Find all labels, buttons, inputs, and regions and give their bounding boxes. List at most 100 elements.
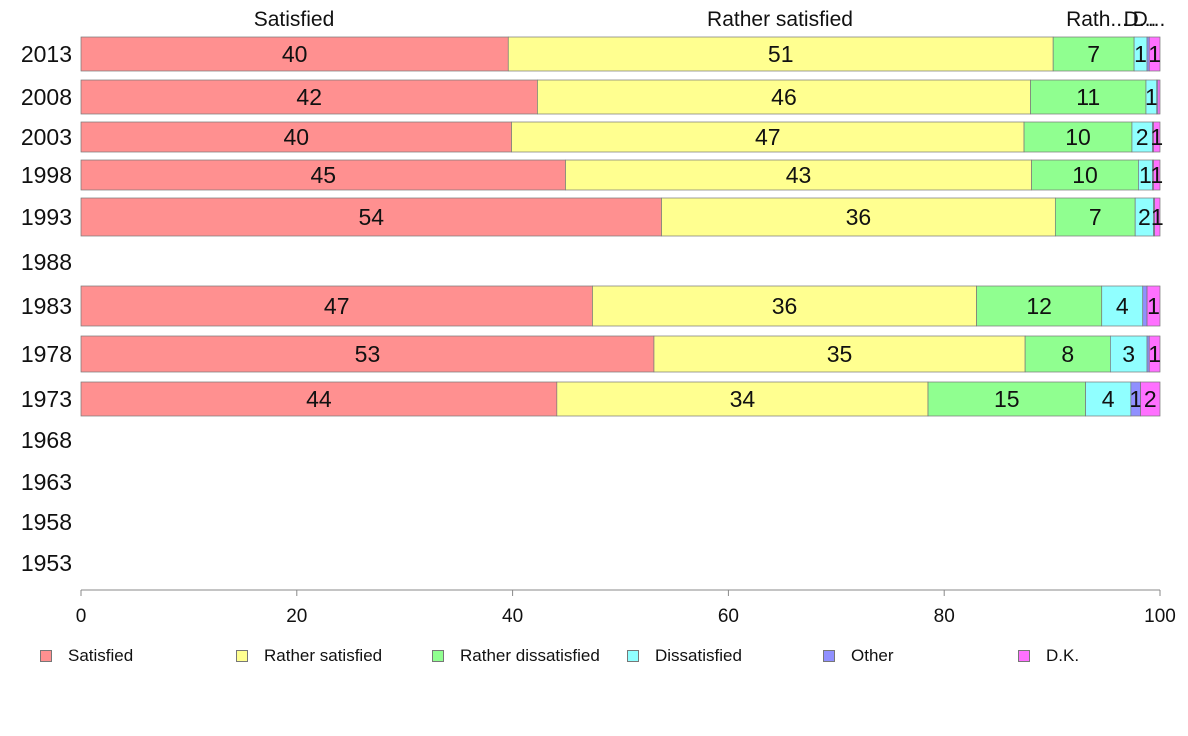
chart-legend: Satisfied Rather satisfied Rather dissatis… [0, 640, 1188, 670]
data-label: 54 [358, 204, 384, 230]
bar-segment [1024, 335, 1111, 373]
legend-swatch [236, 650, 248, 662]
data-label: 1 [1148, 41, 1161, 67]
legend-swatch [1018, 650, 1030, 662]
data-label: 1 [1147, 293, 1160, 319]
year-label: 1953 [21, 550, 72, 576]
bar-segment [592, 285, 977, 327]
data-label: 35 [827, 341, 853, 367]
data-label: 47 [324, 293, 350, 319]
bar-segment [1110, 335, 1148, 373]
bar-segment [1085, 381, 1132, 417]
data-label: 1 [1145, 84, 1158, 110]
bar-segment [976, 285, 1103, 327]
legend-item: Rather satisfied [236, 646, 382, 666]
legend-label: Satisfied [68, 646, 134, 665]
year-label: 1983 [21, 293, 72, 319]
data-label: 2 [1144, 386, 1157, 412]
data-label: 43 [786, 162, 812, 188]
bar-segment [1148, 335, 1161, 373]
data-label: 53 [355, 341, 381, 367]
x-tick-label: 0 [76, 606, 87, 627]
stacked-bar-chart: Satisfied Rather satisfied Rath...D...D...… [21, 8, 1176, 627]
data-label: 1 [1148, 341, 1161, 367]
year-label: 2003 [21, 124, 72, 150]
legend-item: Other [823, 646, 894, 666]
year-label: 1963 [21, 469, 72, 495]
data-label: 1 [1129, 386, 1142, 412]
data-label: 51 [768, 41, 794, 67]
data-label: 46 [771, 84, 797, 110]
data-label: 1 [1150, 162, 1163, 188]
data-label: 47 [755, 124, 781, 150]
data-label: 4 [1116, 293, 1129, 319]
data-label: 10 [1072, 162, 1098, 188]
legend-item: Rather dissatisfied [432, 646, 600, 666]
top-label: Satisfied [254, 8, 335, 31]
legend-label: D.K. [1046, 646, 1080, 665]
data-label: 7 [1089, 204, 1102, 230]
legend-swatch [627, 650, 639, 662]
legend-swatch [40, 650, 52, 662]
data-label: 10 [1065, 124, 1091, 150]
bar-segment [80, 335, 655, 373]
year-label: 1973 [21, 386, 72, 412]
bar-segment [565, 159, 1032, 191]
data-label: 1 [1150, 124, 1163, 150]
data-label: 4 [1102, 386, 1115, 412]
year-label: 2008 [21, 84, 72, 110]
bar-segment [507, 36, 1054, 72]
x-tick-label: 80 [934, 606, 955, 627]
bar-segment [556, 381, 929, 417]
top-label: Rath... [1066, 8, 1128, 31]
data-label: 45 [310, 162, 336, 188]
bar-segment [1140, 381, 1161, 417]
bar-segment [661, 197, 1056, 237]
data-label: 34 [730, 386, 756, 412]
data-label: 11 [1076, 84, 1100, 110]
year-label: 1988 [21, 249, 72, 275]
bar-segment [1030, 79, 1147, 115]
data-label: 7 [1087, 41, 1100, 67]
data-label: 1 [1151, 204, 1164, 230]
bar-segment [1031, 159, 1139, 191]
top-label: D... [1133, 8, 1166, 31]
bar-segment [1146, 285, 1161, 327]
year-label: 1993 [21, 204, 72, 230]
year-label: 1998 [21, 162, 72, 188]
data-label: 44 [306, 386, 332, 412]
year-label: 1958 [21, 509, 72, 535]
x-tick-label: 40 [502, 606, 523, 627]
top-label: Rather satisfied [707, 8, 853, 31]
bar-segment [1157, 79, 1161, 115]
bar-segment [1054, 197, 1136, 237]
legend-item: Satisfied [40, 646, 133, 666]
data-label: 1 [1134, 41, 1147, 67]
data-label: 3 [1122, 341, 1135, 367]
data-label: 40 [282, 41, 308, 67]
top-label: D... [1124, 8, 1157, 31]
data-label: 2 [1138, 204, 1151, 230]
bar-segment [80, 381, 558, 417]
legend-label: Dissatisfied [655, 646, 742, 665]
data-label: 8 [1061, 341, 1074, 367]
bar-segment [1154, 197, 1161, 237]
data-label: 1 [1139, 162, 1152, 188]
bar-segment [511, 121, 1025, 153]
legend-label: Other [851, 646, 894, 665]
data-label: 15 [994, 386, 1020, 412]
legend-label: Rather satisfied [264, 646, 383, 665]
legend-item: Dissatisfied [627, 646, 742, 666]
data-label: 36 [846, 204, 872, 230]
data-label: 2 [1136, 124, 1149, 150]
legend-item: D.K. [1018, 646, 1079, 666]
bar-segment [927, 381, 1086, 417]
legend-label: Rather dissatisfied [460, 646, 600, 665]
year-label: 1968 [21, 427, 72, 453]
x-tick-label: 100 [1144, 606, 1176, 627]
x-tick-label: 20 [286, 606, 307, 627]
year-label: 1978 [21, 341, 72, 367]
bar-segment [1153, 159, 1161, 191]
data-label: 40 [283, 124, 309, 150]
data-label: 12 [1026, 293, 1052, 319]
